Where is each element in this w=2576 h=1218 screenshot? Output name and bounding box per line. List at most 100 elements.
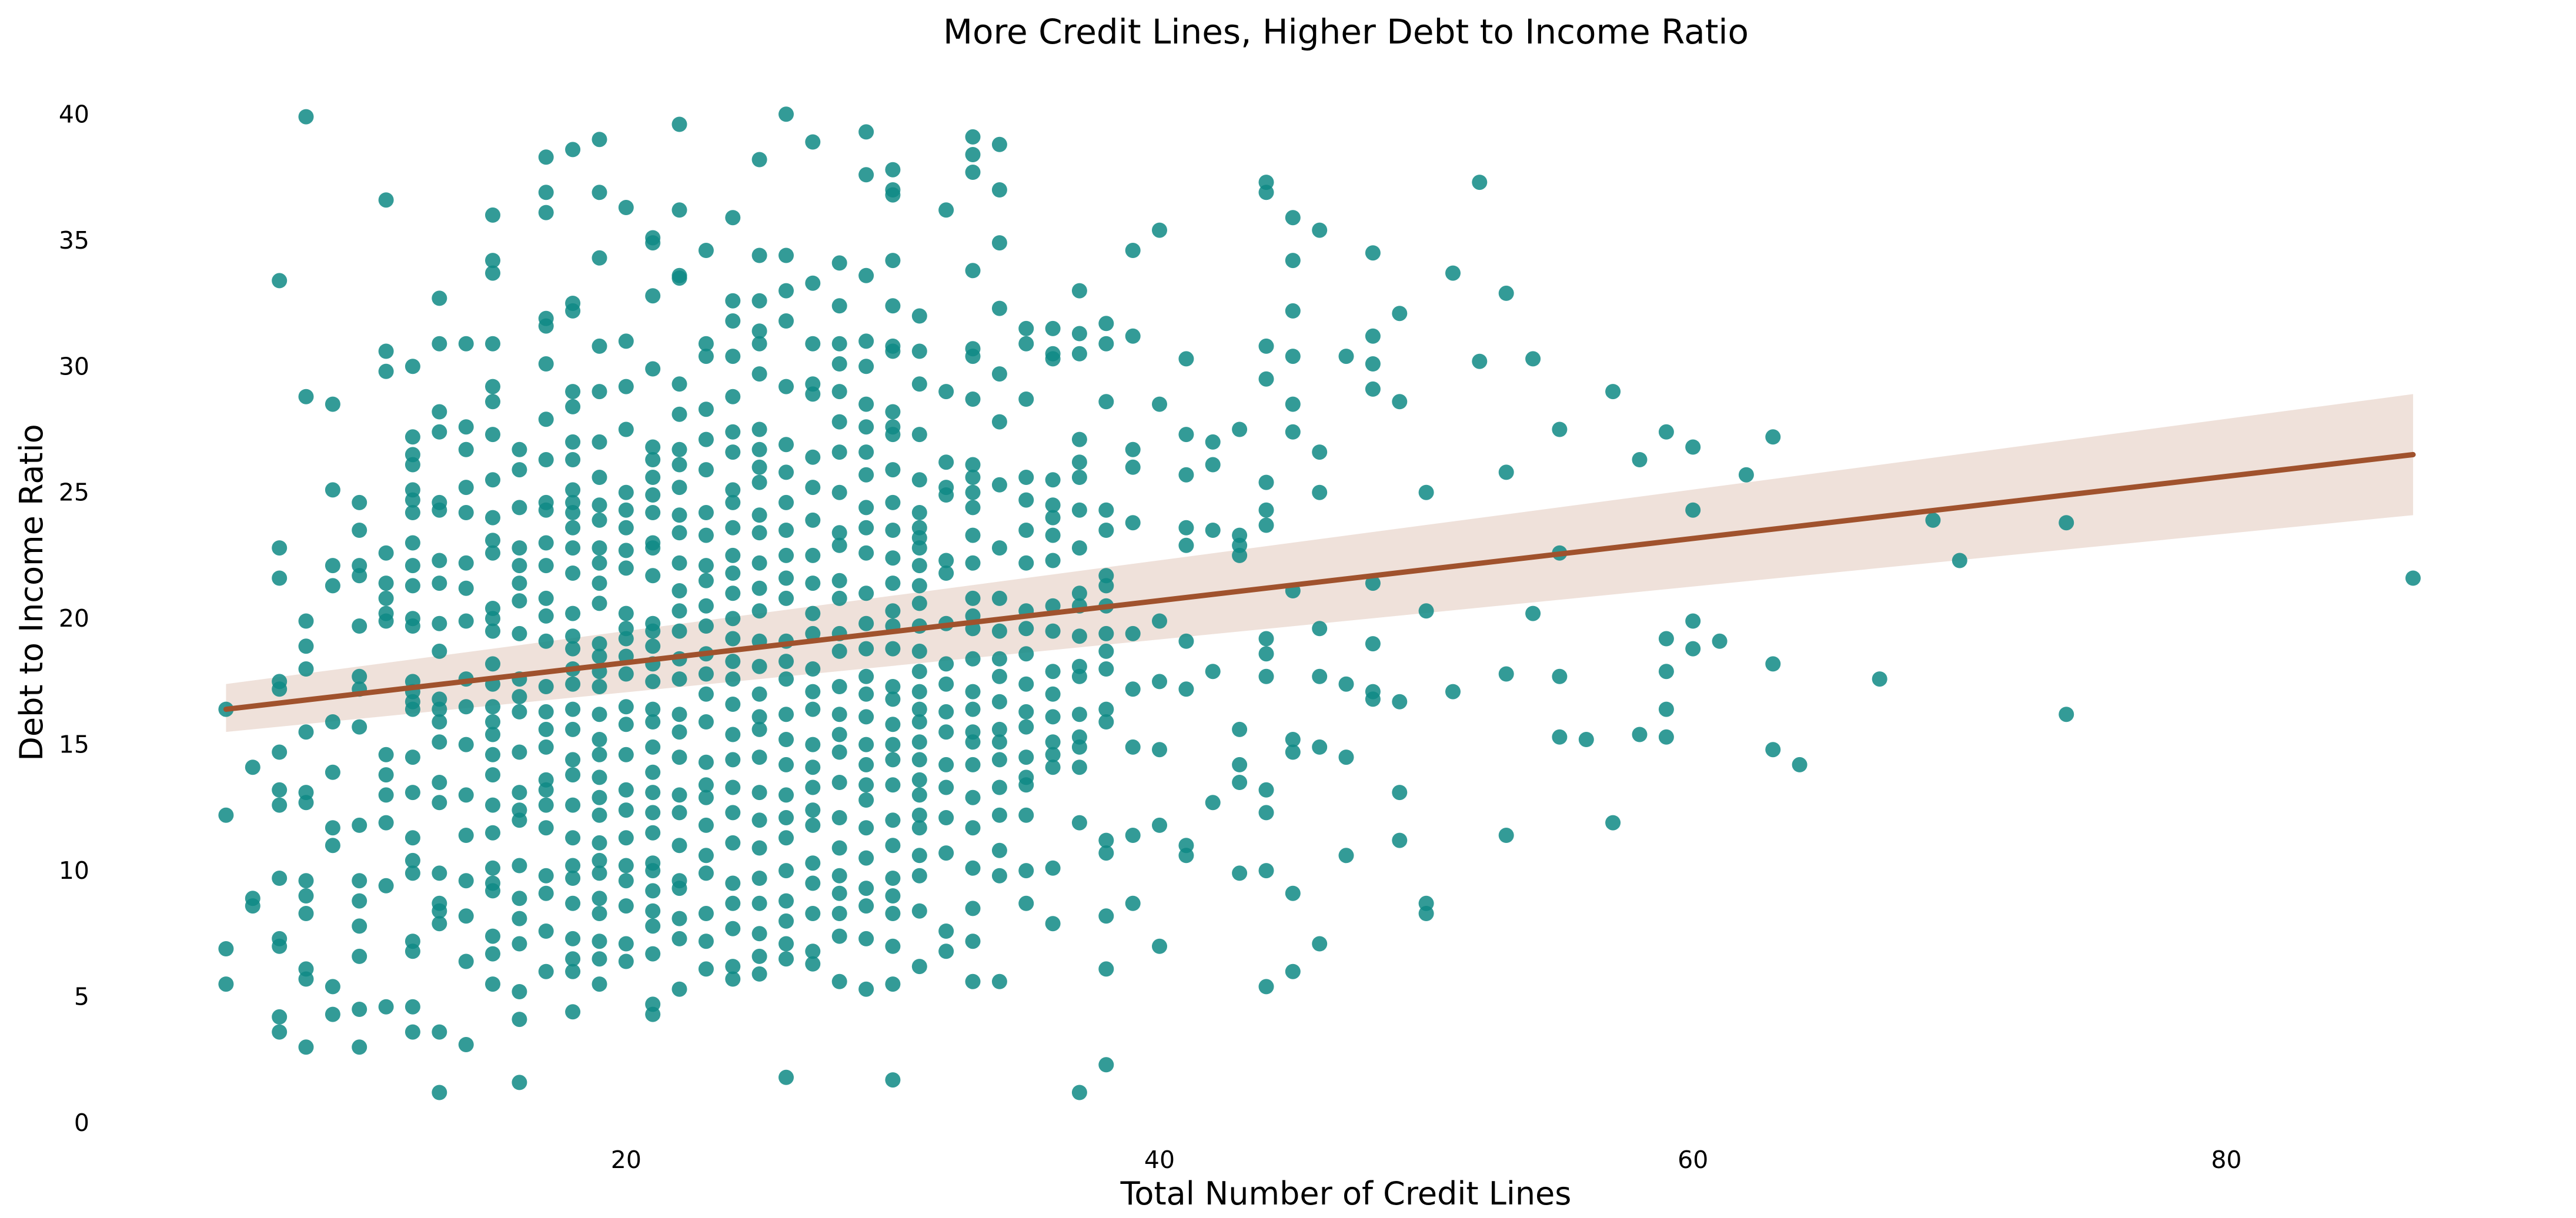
scatter-point [1045,916,1061,932]
scatter-point [751,871,767,886]
scatter-point [298,109,314,125]
scatter-point [538,721,554,737]
scatter-point [618,502,634,518]
scatter-point [512,441,527,457]
scatter-point [885,812,901,828]
scatter-point [1045,686,1061,702]
scatter-point [885,938,901,954]
scatter-point [458,787,474,803]
scatter-point [885,641,901,657]
scatter-point [1071,470,1087,485]
scatter-point [858,545,874,561]
scatter-point [911,643,927,659]
scatter-point [352,523,367,538]
scatter-point [1071,759,1087,775]
scatter-point [432,290,447,306]
scatter-point [831,537,847,553]
scatter-point [485,747,500,762]
scatter-point [405,492,420,508]
scatter-point [911,664,927,680]
scatter-point [805,817,821,833]
scatter-point [565,399,581,414]
scatter-point [831,484,847,500]
scatter-point [671,583,687,598]
scatter-point [432,903,447,919]
scatter-point [671,671,687,687]
scatter-point [751,721,767,737]
scatter-point [1258,631,1274,647]
scatter-point [831,414,847,430]
scatter-point [1472,353,1488,369]
scatter-point [858,467,874,483]
scatter-point [592,132,607,148]
scatter-point [1205,664,1221,680]
scatter-point [885,494,901,510]
scatter-point [432,615,447,631]
scatter-point [751,507,767,523]
scatter-point [618,631,634,647]
scatter-point [485,714,500,730]
scatter-point [938,810,954,825]
scatter-point [1258,805,1274,821]
scatter-point [725,566,741,581]
scatter-point [1178,351,1194,367]
scatter-point [671,376,687,392]
scatter-point [885,976,901,992]
scatter-point [991,235,1007,251]
scatter-point [538,535,554,551]
scatter-point [485,656,500,672]
scatter-point [805,449,821,465]
scatter-point [405,749,420,765]
scatter-point [1045,472,1061,488]
scatter-point [432,1085,447,1100]
scatter-point [1018,523,1034,538]
scatter-point [671,270,687,286]
scatter-point [1045,734,1061,750]
scatter-point [779,707,794,722]
scatter-point [831,525,847,541]
scatter-point [1605,384,1621,400]
scatter-point [592,595,607,611]
scatter-point [618,873,634,889]
scatter-point [911,472,927,488]
scatter-point [1071,431,1087,447]
scatter-point [378,787,394,803]
scatter-point [1045,527,1061,543]
scatter-point [751,709,767,725]
scatter-point [538,782,554,798]
scatter-point [1765,429,1781,445]
scatter-point [645,764,661,780]
scatter-point [1552,421,1568,437]
scatter-point [432,714,447,730]
scatter-point [298,638,314,654]
scatter-point [592,185,607,200]
scatter-point [698,933,714,949]
scatter-point [485,946,500,962]
scatter-point [1018,470,1034,485]
scatter-point [671,441,687,457]
scatter-point [991,779,1007,795]
scatter-point [698,527,714,543]
scatter-point [1125,895,1141,911]
scatter-point [1098,1057,1114,1073]
scatter-point [911,595,927,611]
x-tick-label: 40 [1144,1146,1175,1174]
scatter-point [1098,845,1114,861]
scatter-point [1018,807,1034,823]
scatter-point [1045,553,1061,568]
scatter-point [538,820,554,836]
scatter-point [1285,349,1301,364]
scatter-point [565,858,581,874]
scatter-point [751,895,767,911]
scatter-point [1552,729,1568,745]
scatter-point [698,666,714,682]
chart-title: More Credit Lines, Higher Debt to Income… [943,12,1749,52]
scatter-point [698,573,714,588]
scatter-point [965,789,981,805]
scatter-point [1071,815,1087,831]
scatter-point [645,568,661,584]
scatter-point [1258,517,1274,533]
scatter-point [485,427,500,443]
scatter-point [1152,817,1167,833]
scatter-point [911,427,927,443]
